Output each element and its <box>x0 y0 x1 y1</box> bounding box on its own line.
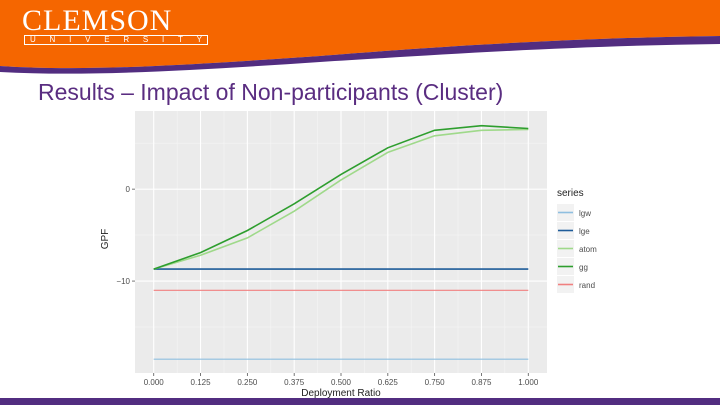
legend-label-atom: atom <box>579 245 597 254</box>
logo-letter: T <box>177 35 183 44</box>
footer-bar <box>0 398 720 405</box>
logo-letter: E <box>104 35 110 44</box>
legend-label-gg: gg <box>579 263 588 272</box>
x-tick-label: 0.875 <box>471 378 492 387</box>
x-tick-label: 0.000 <box>144 378 165 387</box>
y-tick-label: 0 <box>126 185 131 194</box>
x-tick-label: 0.250 <box>237 378 258 387</box>
logo-wordmark: CLEMSON <box>22 4 173 37</box>
y-tick-label: −10 <box>116 277 130 286</box>
series-line-gg <box>153 124 529 270</box>
logo-letter: U <box>30 35 36 44</box>
x-axis-label: Deployment Ratio <box>301 388 381 398</box>
slide-title: Results – Impact of Non-participants (Cl… <box>38 79 504 105</box>
logo-letter: S <box>142 35 149 44</box>
header-banner: CLEMSON U N I V E R S I T Y <box>0 0 720 75</box>
y-axis-label: GPF <box>100 229 111 250</box>
legend-label-lge: lge <box>579 227 590 236</box>
x-tick-label: 1.000 <box>518 378 539 387</box>
logo-letter: V <box>85 35 91 44</box>
x-tick-label: 0.625 <box>378 378 399 387</box>
x-tick-label: 0.375 <box>284 378 305 387</box>
logo-letter: R <box>123 35 130 44</box>
legend-label-rand: rand <box>579 281 595 290</box>
x-tick-label: 0.750 <box>425 378 446 387</box>
legend-title: series <box>557 188 584 199</box>
logo-letter: Y <box>196 35 202 44</box>
series-line-atom <box>153 128 529 270</box>
logo-letter: N <box>49 35 56 44</box>
banner-shape <box>0 0 720 74</box>
logo-letter: I <box>69 35 72 44</box>
chart: 0.000 0.125 0.250 0.375 0.500 0.625 0.750 0.875… <box>100 111 597 398</box>
x-tick-label: 0.125 <box>191 378 212 387</box>
logo-letter: I <box>161 35 165 44</box>
x-tick-label: 0.500 <box>331 378 352 387</box>
legend-label-lgw: lgw <box>579 209 591 218</box>
